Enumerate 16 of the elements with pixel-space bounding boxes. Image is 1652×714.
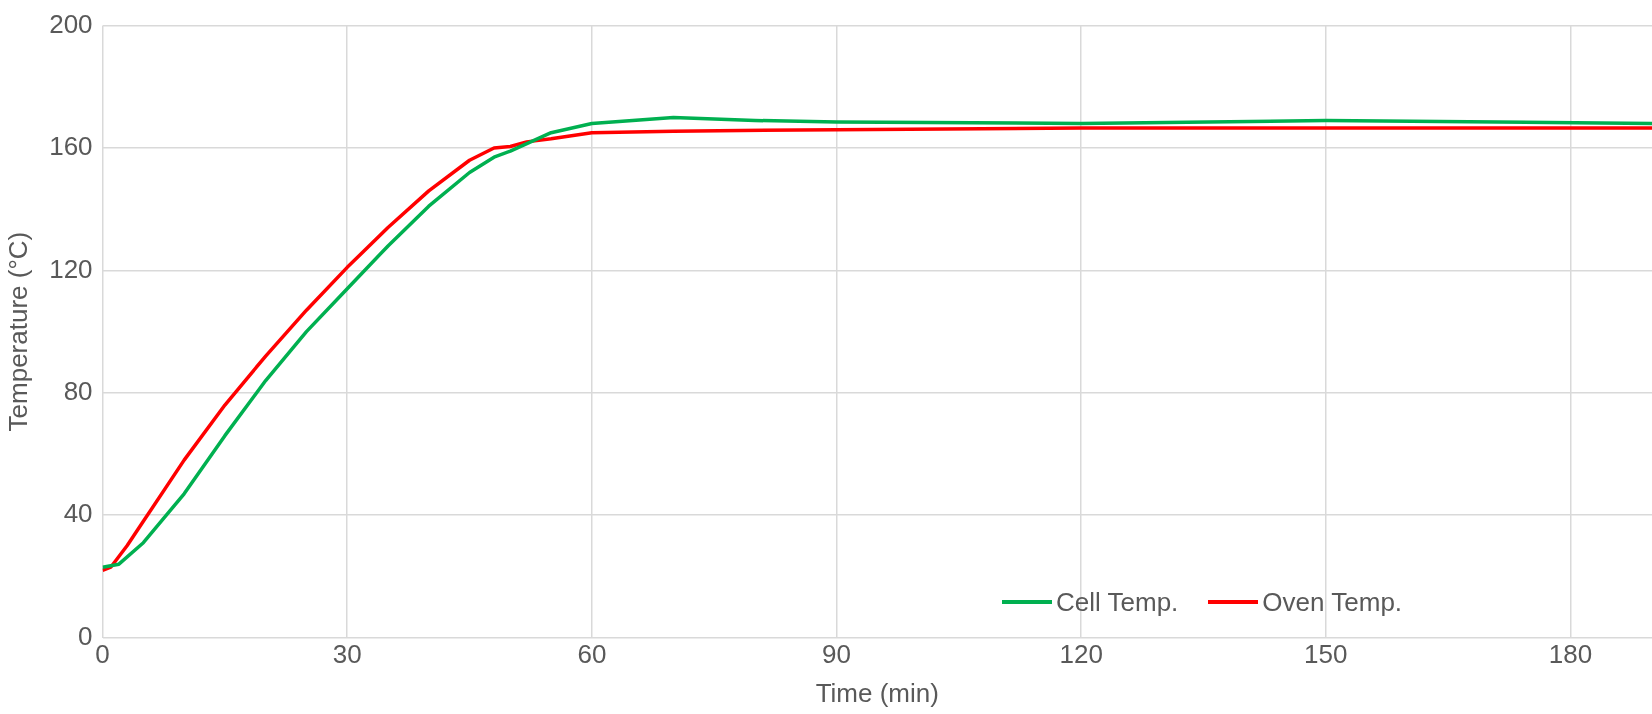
x-tick-label: 60 (577, 639, 607, 670)
x-tick-label: 90 (822, 639, 851, 670)
x-axis-title: Time (min) (815, 677, 939, 708)
x-tick-label: 30 (332, 639, 362, 670)
y-tick-label: 40 (63, 498, 93, 529)
y-tick-label: 80 (63, 375, 93, 406)
y-tick-label: 120 (49, 253, 93, 284)
legend-label: Cell Temp. (1056, 586, 1179, 618)
y-tick-label: 160 (49, 131, 93, 162)
legend-label: Oven Temp. (1262, 586, 1403, 618)
y-tick-label: 200 (49, 8, 93, 39)
y-tick-label: 0 (78, 620, 93, 651)
y-axis-title: Temperature (°C) (2, 231, 33, 432)
x-tick-label: 150 (1304, 639, 1348, 670)
x-tick-label: 120 (1059, 639, 1103, 670)
x-tick-label: 180 (1548, 639, 1593, 670)
